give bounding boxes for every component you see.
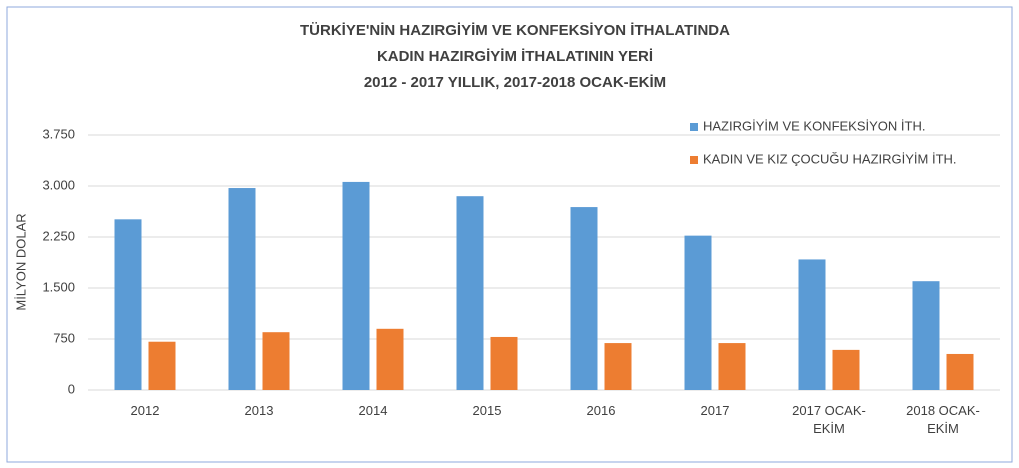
bar <box>262 332 290 390</box>
x-tick-label: 2017 OCAK-EKİM <box>792 403 866 436</box>
bar <box>228 188 256 390</box>
x-tick-label: 2017 <box>700 403 730 418</box>
x-tick-label: 2013 <box>244 403 274 418</box>
y-tick-label: 2.250 <box>42 228 75 243</box>
bar <box>718 343 746 390</box>
chart-title: KADIN HAZIRGİYİM İTHALATININ YERİ <box>377 48 653 65</box>
bar <box>114 219 142 390</box>
bar <box>490 336 518 390</box>
bar <box>684 235 712 390</box>
x-tick-label: 2016 <box>586 403 616 418</box>
bar <box>912 281 940 390</box>
x-tick-label: 2015 <box>472 403 502 418</box>
bar <box>832 349 860 390</box>
bar <box>798 259 826 390</box>
bar <box>946 353 974 390</box>
bar <box>376 328 404 390</box>
bar <box>456 196 484 390</box>
y-axis-label: MİLYON DOLAR <box>13 213 28 310</box>
y-tick-label: 750 <box>53 330 75 345</box>
x-tick-label: 2012 <box>130 403 160 418</box>
bar <box>148 341 176 390</box>
x-tick-label: 2014 <box>358 403 388 418</box>
y-tick-label: 1.500 <box>42 279 75 294</box>
legend-label: HAZIRGİYİM VE KONFEKSİYON İTH. <box>703 118 925 133</box>
chart-title: TÜRKİYE'NİN HAZIRGİYİM VE KONFEKSİYON İT… <box>300 22 730 39</box>
y-tick-label: 3.000 <box>42 177 75 192</box>
legend-swatch <box>690 123 698 131</box>
chart-title: 2012 - 2017 YILLIK, 2017-2018 OCAK-EKİM <box>364 74 666 91</box>
legend-swatch <box>690 156 698 164</box>
x-tick-label: 2018 OCAK-EKİM <box>906 403 980 436</box>
bar <box>342 181 370 390</box>
y-tick-label: 0 <box>68 381 75 396</box>
legend-label: KADIN VE KIZ ÇOCUĞU HAZIRGİYİM İTH. <box>703 151 957 166</box>
bar <box>604 343 632 390</box>
y-tick-label: 3.750 <box>42 126 75 141</box>
bar <box>570 207 598 390</box>
